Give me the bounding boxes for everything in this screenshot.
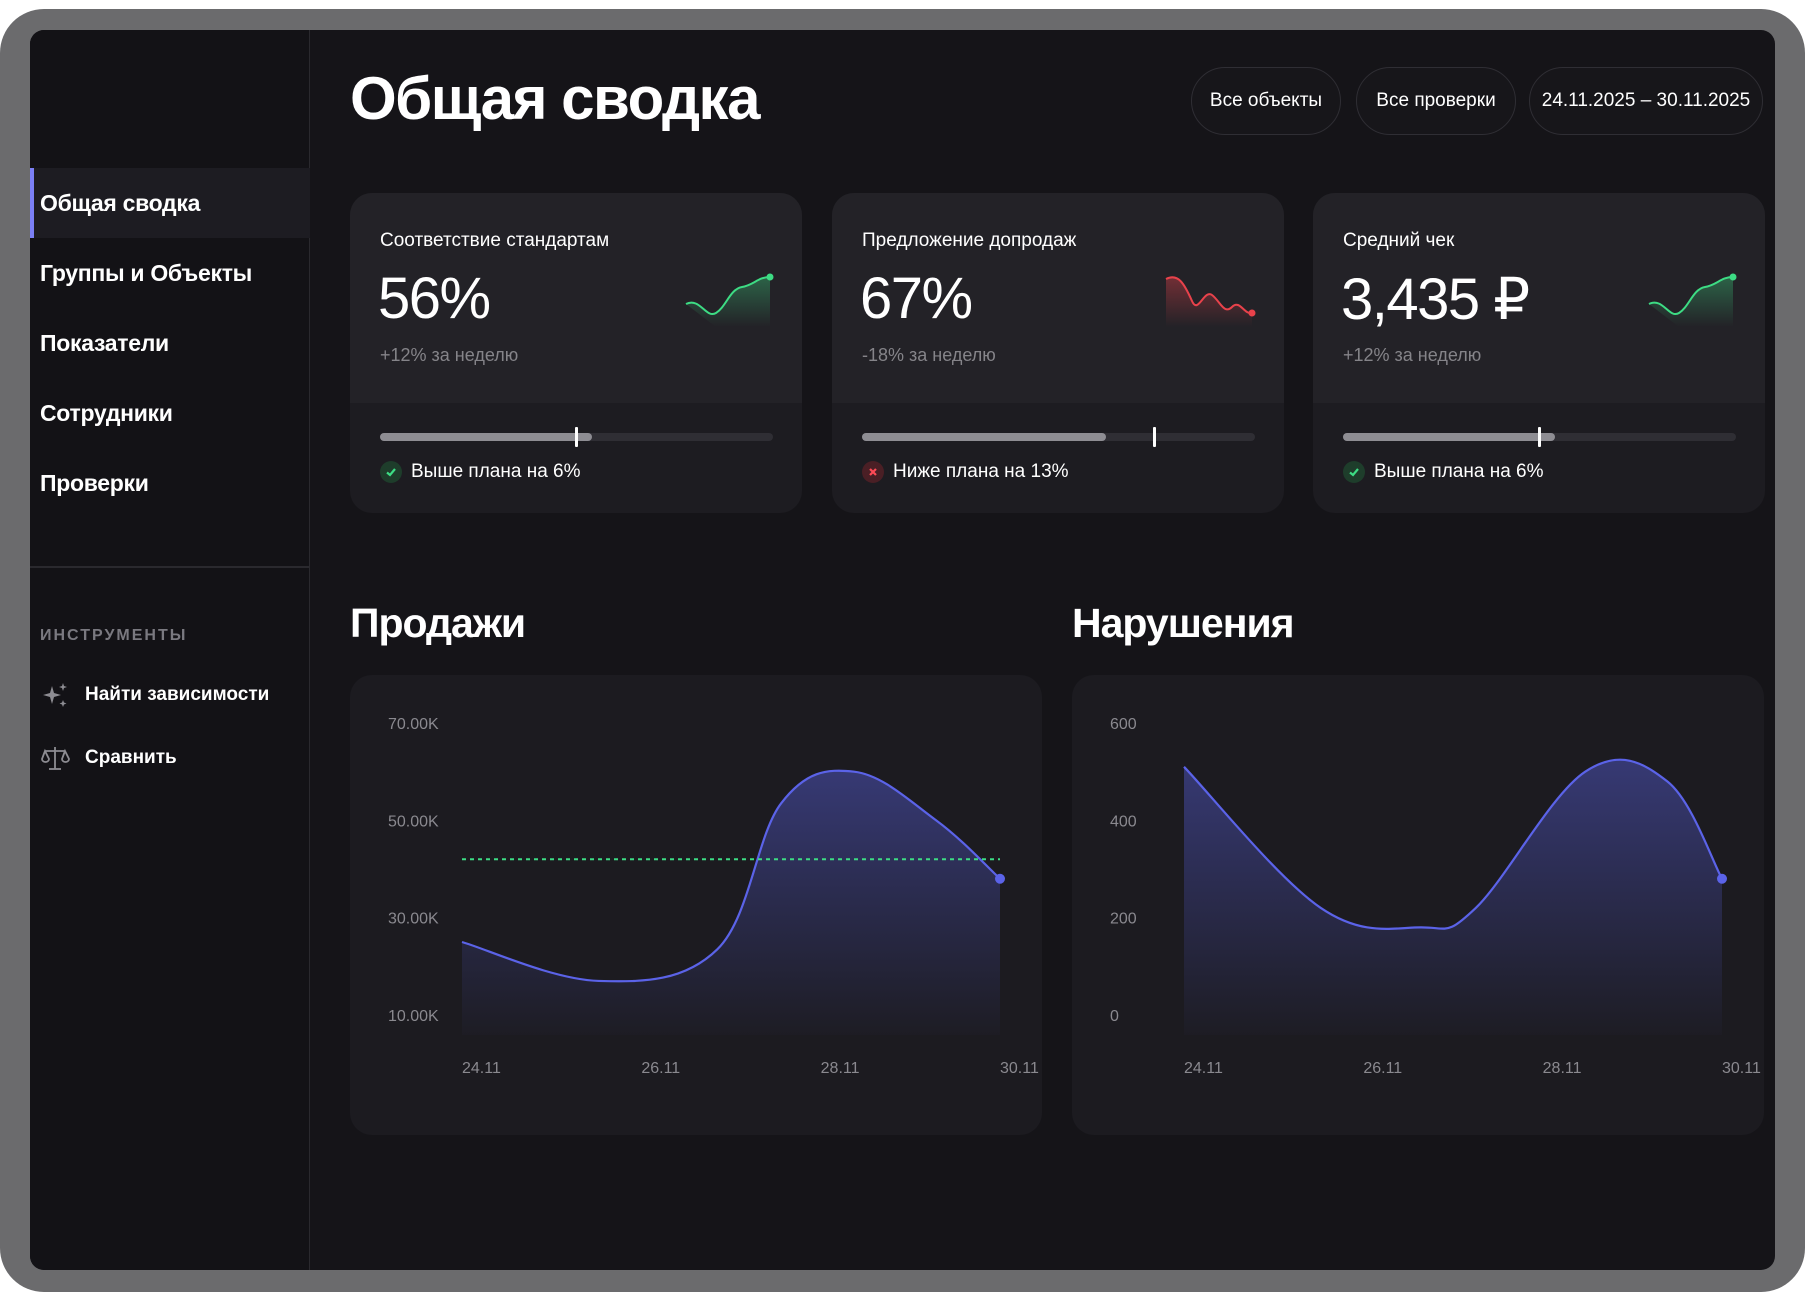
sidebar-item-checks[interactable]: Проверки (30, 448, 310, 518)
sparkline-up (685, 273, 774, 327)
plan-status-text: Выше плана на 6% (411, 461, 581, 482)
checks-filter-label: Все проверки (1376, 90, 1496, 111)
plan-progress-fill (380, 433, 593, 441)
kpi-card-upsell[interactable]: Предложение допродаж 67% -18% за неделю … (832, 193, 1284, 513)
sidebar-item-overview[interactable]: Общая сводка (30, 168, 310, 238)
sidebar-item-employees[interactable]: Сотрудники (30, 378, 310, 448)
sales-chart-card: 10.00K 30.00K 50.00K 70.00K 24.11 26.11 28.11 3… (350, 675, 1042, 1135)
date-range-label: 24.11.2025 – 30.11.2025 (1541, 90, 1751, 111)
kpi-value: 3,435 ₽ (1341, 267, 1530, 332)
tool-compare[interactable]: Сравнить (40, 740, 177, 776)
check-icon (1343, 461, 1365, 483)
series-line (1183, 758, 1723, 930)
sidebar-item-label: Общая сводка (40, 189, 201, 216)
violations-chart: 0 200 400 600 24.11 26.11 28.11 30.11 (1110, 716, 1761, 1077)
kpi-value: 56% (378, 266, 491, 331)
kpi-delta: +12% за неделю (1343, 345, 1482, 365)
last-point (1717, 873, 1727, 884)
cross-icon (862, 461, 884, 483)
date-range-picker[interactable]: 24.11.2025 – 30.11.2025 (1529, 67, 1763, 135)
tool-label: Сравнить (85, 747, 177, 768)
sales-section-title: Продажи (350, 600, 526, 646)
plan-marker (1152, 427, 1156, 447)
kpi-value: 67% (860, 266, 973, 331)
sidebar-item-groups[interactable]: Группы и Объекты (30, 238, 310, 308)
plan-progress-fill (1343, 433, 1556, 441)
x-tick-label: 26.11 (1363, 1060, 1402, 1077)
tool-find-dependencies[interactable]: Найти зависимости (40, 677, 269, 713)
plan-progress-fill (862, 433, 1106, 441)
sales-chart: 10.00K 30.00K 50.00K 70.00K 24.11 26.11 28.11 3… (388, 716, 1039, 1077)
sidebar-item-label: Сотрудники (40, 399, 173, 426)
sidebar-divider (30, 566, 310, 568)
sidebar: Общая сводка Группы и Объекты Показатели… (30, 30, 310, 1270)
x-tick-label: 26.11 (641, 1060, 680, 1077)
sparkles-icon (43, 683, 67, 707)
sidebar-item-label: Проверки (40, 469, 149, 496)
kpi-delta: -18% за неделю (862, 345, 996, 365)
x-tick-label: 30.11 (1722, 1060, 1761, 1077)
series-line (461, 769, 1001, 983)
kpi-card-average-check[interactable]: Средний чек 3,435 ₽ +12% за неделю Выше … (1313, 193, 1765, 513)
plan-progress-bar (1343, 427, 1736, 447)
x-tick-label: 30.11 (1000, 1060, 1039, 1077)
last-point (995, 873, 1005, 884)
plan-status: Выше плана на 6% (380, 461, 581, 483)
plan-progress-bar (862, 427, 1255, 447)
y-tick-label: 400 (1110, 813, 1137, 830)
plan-status-text: Ниже плана на 13% (893, 461, 1069, 482)
plan-marker (574, 427, 578, 447)
sidebar-item-metrics[interactable]: Показатели (30, 308, 310, 378)
y-tick-label: 30.00K (388, 911, 439, 928)
tool-label: Найти зависимости (85, 684, 270, 705)
area-fill (462, 770, 1000, 1035)
kpi-card-header (1313, 193, 1765, 403)
y-tick-label: 70.00K (388, 716, 439, 733)
app-window: Общая сводка Группы и Объекты Показатели… (30, 30, 1775, 1270)
kpi-delta: +12% за неделю (380, 345, 519, 365)
y-tick-label: 10.00K (388, 1008, 439, 1025)
x-tick-label: 28.11 (1543, 1060, 1582, 1077)
violations-chart-card: 0 200 400 600 24.11 26.11 28.11 30.11 (1072, 675, 1764, 1135)
plan-status-text: Выше плана на 6% (1374, 461, 1544, 482)
sparkline-up (1648, 273, 1737, 327)
x-tick-label: 28.11 (821, 1060, 860, 1077)
checks-filter[interactable]: Все проверки (1356, 67, 1516, 135)
tools-header: ИНСТРУМЕНТЫ (40, 627, 188, 644)
violations-section-title: Нарушения (1072, 600, 1295, 646)
area-fill (1184, 759, 1722, 1035)
sparkline-down (1165, 276, 1256, 327)
page-title: Общая сводка (350, 65, 760, 132)
objects-filter[interactable]: Все объекты (1191, 67, 1341, 135)
y-tick-label: 200 (1110, 911, 1137, 928)
sidebar-item-label: Группы и Объекты (40, 259, 253, 286)
plan-status: Ниже плана на 13% (862, 461, 1069, 483)
objects-filter-label: Все объекты (1209, 90, 1323, 111)
x-tick-label: 24.11 (1184, 1060, 1223, 1077)
check-icon (380, 461, 402, 483)
y-tick-label: 0 (1110, 1008, 1119, 1025)
y-tick-label: 600 (1110, 716, 1137, 733)
kpi-title: Предложение допродаж (862, 230, 1077, 251)
kpi-title: Средний чек (1343, 230, 1455, 251)
kpi-card-standards[interactable]: Соответствие стандартам 56% +12% за неде… (350, 193, 802, 513)
plan-status: Выше плана на 6% (1343, 461, 1544, 483)
y-tick-label: 50.00K (388, 813, 439, 830)
kpi-title: Соответствие стандартам (380, 230, 610, 251)
sidebar-item-label: Показатели (40, 329, 169, 356)
kpi-card-header (350, 193, 802, 403)
plan-marker (1537, 427, 1541, 447)
x-tick-label: 24.11 (462, 1060, 501, 1077)
scales-icon (41, 747, 70, 770)
plan-progress-bar (380, 427, 773, 447)
